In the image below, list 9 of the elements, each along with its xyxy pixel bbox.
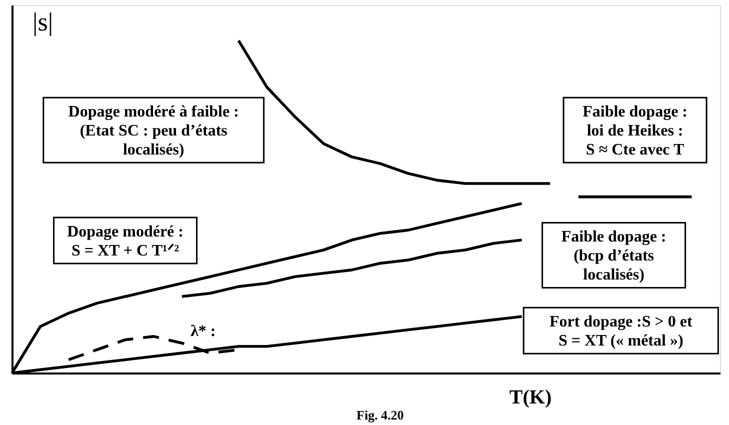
annotation: Faible dopage : (bcp d’états localisés) [561,228,666,284]
x-axis-title: T(K) [509,386,552,408]
annotation: Dopage modéré : S = XT + C T¹ᐟ² [67,224,184,260]
y-axis-title: |s| [32,8,54,36]
annotation: Faible dopage : loi de Heikes : S ≈ Cte avec T [582,104,688,159]
annotation: Fort dopage :S > 0 et S = XT (« métal ») [549,314,693,350]
caption: Fig. 4.20 [356,408,404,423]
annotation: Dopage modéré à faible : (Etat SC : peu d’états localisés) [68,104,239,159]
annotation: λ* : [190,323,216,340]
